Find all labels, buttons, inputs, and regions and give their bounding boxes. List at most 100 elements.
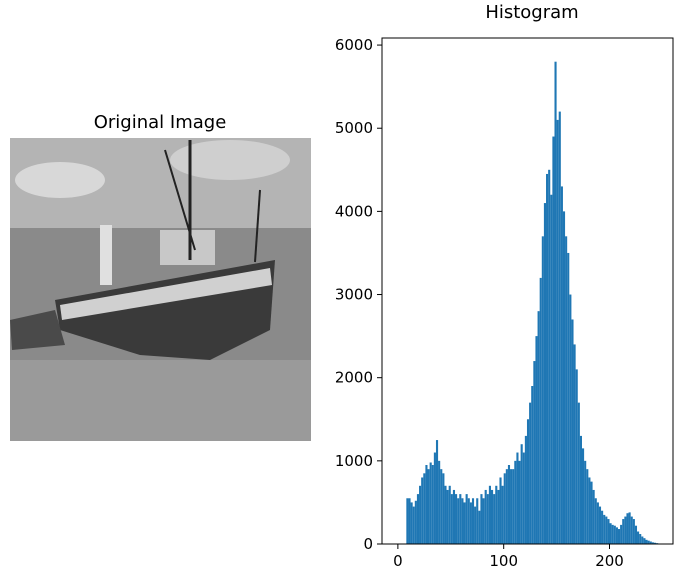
bar [558,111,561,544]
bar [516,452,519,544]
bar [457,498,460,544]
bar [495,485,498,544]
bar [543,203,547,544]
bar [467,498,470,544]
bar [512,469,515,544]
bar [524,435,527,544]
bar [637,531,640,544]
bar [643,538,646,544]
x-tick-label: 100 [489,552,518,570]
bar [427,469,430,544]
bar [607,519,610,544]
bar [598,506,602,544]
bar [565,236,568,545]
y-tick-label: 3000 [335,286,373,304]
bar [490,489,494,544]
bar [603,514,606,544]
bar [529,402,532,544]
bar [601,510,604,544]
bar [560,186,563,545]
bar [575,369,578,544]
bar [518,460,521,544]
bar [435,440,439,544]
y-tick-label: 6000 [335,36,373,54]
bar [556,119,559,545]
bar [639,534,642,544]
y-tick-label: 1000 [335,452,373,470]
bar [647,540,650,544]
y-tick-label: 0 [363,535,373,553]
bar [628,512,631,544]
bar [611,524,614,544]
bar [550,194,553,544]
bar [461,498,464,544]
bar [442,473,445,544]
bar [533,361,536,544]
bar [539,277,542,544]
image [10,138,311,441]
bar [469,502,472,544]
bar [537,311,540,544]
bar [474,506,477,544]
bar [653,542,657,544]
bar [590,481,593,544]
bar [410,502,413,544]
bar [408,498,411,544]
bar [505,469,508,544]
bar [450,494,453,544]
bar [641,536,644,544]
bar [416,494,420,544]
bar [609,523,612,544]
bar [486,494,489,544]
bar [649,541,652,544]
bar [446,489,449,544]
bar [448,485,451,544]
bar [577,402,580,544]
bar [499,477,502,544]
bar [584,460,587,544]
bar [645,539,648,544]
bar [497,489,500,544]
bar [480,494,483,544]
hist-title: Histogram [485,2,578,23]
bar [622,519,625,544]
bar [620,524,623,544]
bar [548,169,551,544]
bar [423,473,426,544]
bar [624,516,627,544]
bar [503,473,506,544]
bar [459,494,462,544]
bar [605,516,608,544]
bar [465,494,468,544]
bar [484,489,487,544]
bar [615,527,618,544]
bar [546,173,549,544]
bar [592,489,595,544]
bar [613,525,616,544]
bar [596,502,599,544]
axes-frame [381,37,674,545]
bar [431,465,434,544]
bar [630,516,633,544]
y-tick-label: 5000 [335,119,373,137]
bar [478,510,481,544]
bar [412,506,415,544]
bar [552,136,555,544]
bar [588,477,591,544]
x-tick-label: 0 [393,552,403,570]
bar [520,444,523,544]
bar [634,525,638,544]
bar [581,448,585,544]
bar [617,529,621,544]
bar [429,462,432,544]
bar [571,319,574,544]
bar [526,419,530,544]
image-title: Original Image [94,112,227,133]
y-tick-label: 2000 [335,369,373,387]
bar [632,519,635,544]
bar [488,485,491,544]
x-tick-label: 200 [595,552,624,570]
bar [501,485,504,544]
bar [433,452,436,544]
